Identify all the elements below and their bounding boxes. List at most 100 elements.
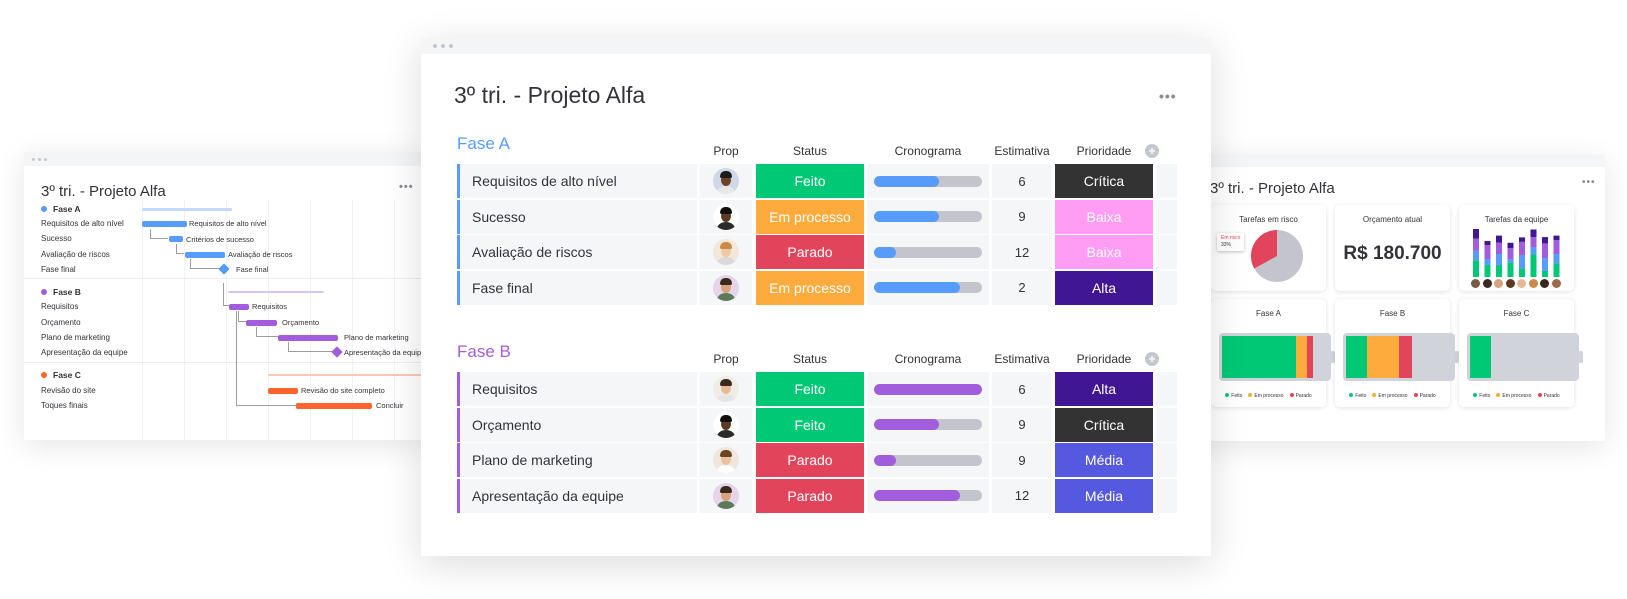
owner-cell[interactable] xyxy=(700,270,752,305)
gantt-bar[interactable] xyxy=(268,388,298,394)
table-row[interactable]: Sucesso Em processo 9 Baixa xyxy=(457,199,1177,234)
priority-cell[interactable]: Média xyxy=(1055,478,1153,513)
avatar[interactable] xyxy=(1540,279,1549,288)
estimate-cell[interactable]: 6 xyxy=(992,372,1052,406)
estimate-cell[interactable]: 9 xyxy=(992,199,1052,234)
board-more-button[interactable]: ••• xyxy=(1159,88,1177,104)
group-name[interactable]: Fase A xyxy=(457,134,510,153)
group-name[interactable]: Fase B xyxy=(457,342,511,361)
timeline-cell[interactable] xyxy=(867,407,989,442)
avatar[interactable] xyxy=(1494,279,1503,288)
avatar[interactable] xyxy=(1551,279,1561,288)
table-row[interactable]: Requisitos de alto nível Feito 6 Crítica xyxy=(457,164,1177,198)
owner-cell[interactable] xyxy=(700,235,752,269)
avatar[interactable] xyxy=(713,203,739,230)
timeline-cell[interactable] xyxy=(867,164,989,198)
add-column-button[interactable]: + xyxy=(1145,352,1159,366)
column-header[interactable]: Cronograma xyxy=(894,144,962,158)
risk-widget[interactable]: Tarefas em risco Em risco 33% xyxy=(1211,205,1326,291)
gantt-bar[interactable] xyxy=(185,252,225,258)
column-header[interactable]: Prioridade xyxy=(1076,144,1132,158)
owner-cell[interactable] xyxy=(700,199,752,234)
gantt-group-fase-c[interactable]: Fase C xyxy=(41,370,81,380)
budget-widget[interactable]: Orçamento atual R$ 180.700 xyxy=(1335,205,1450,291)
priority-cell[interactable]: Alta xyxy=(1055,270,1153,305)
priority-cell[interactable]: Baixa xyxy=(1055,199,1153,234)
phase-widget-2[interactable]: Fase C Feito Em processo Parado xyxy=(1459,299,1583,407)
gantt-item[interactable]: Revisão do site xyxy=(41,386,96,395)
avatar[interactable] xyxy=(713,239,739,265)
timeline-cell[interactable] xyxy=(867,478,989,513)
owner-cell[interactable] xyxy=(700,372,752,406)
avatar[interactable] xyxy=(1517,279,1526,288)
timeline-cell[interactable] xyxy=(867,372,989,406)
status-cell[interactable]: Em processo xyxy=(756,270,864,305)
status-cell[interactable]: Feito xyxy=(756,407,864,442)
gantt-milestone[interactable] xyxy=(218,263,230,275)
team-widget[interactable]: Tarefas da equipe xyxy=(1459,205,1574,291)
status-cell[interactable]: Parado xyxy=(756,443,864,477)
status-cell[interactable]: Em processo xyxy=(756,199,864,234)
table-row[interactable]: Orçamento Feito 9 Crítica xyxy=(457,407,1177,442)
avatar[interactable] xyxy=(713,274,739,301)
owner-cell[interactable] xyxy=(700,478,752,513)
avatar[interactable] xyxy=(713,482,739,509)
gantt-item[interactable]: Plano de marketing xyxy=(41,333,110,342)
avatar[interactable] xyxy=(1471,279,1480,288)
item-name-cell[interactable]: Requisitos de alto nível xyxy=(457,164,697,198)
gantt-item[interactable]: Orçamento xyxy=(41,318,81,327)
table-row[interactable]: Requisitos Feito 6 Alta xyxy=(457,372,1177,406)
priority-cell[interactable]: Baixa xyxy=(1055,235,1153,269)
gantt-item[interactable]: Requisitos xyxy=(41,302,79,311)
gantt-milestone[interactable] xyxy=(331,346,343,358)
estimate-cell[interactable]: 2 xyxy=(992,270,1052,305)
gantt-more-button[interactable]: ••• xyxy=(399,181,414,193)
owner-cell[interactable] xyxy=(700,443,752,477)
phase-widget-1[interactable]: Fase B Feito Em processo Parado xyxy=(1335,299,1459,407)
estimate-cell[interactable]: 12 xyxy=(992,478,1052,513)
avatar[interactable] xyxy=(1505,279,1515,288)
item-name-cell[interactable]: Apresentação da equipe xyxy=(457,478,697,513)
priority-cell[interactable]: Crítica xyxy=(1055,164,1153,198)
gantt-group-fase-a[interactable]: Fase A xyxy=(41,204,81,214)
owner-cell[interactable] xyxy=(700,164,752,198)
add-column-button[interactable]: + xyxy=(1145,144,1159,158)
avatar[interactable] xyxy=(713,411,739,438)
column-header[interactable]: Prop xyxy=(713,352,739,366)
gantt-item[interactable]: Avaliação de riscos xyxy=(41,250,110,259)
gantt-bar[interactable] xyxy=(229,304,249,310)
avatar[interactable] xyxy=(1528,279,1538,288)
column-header[interactable]: Prop xyxy=(713,144,739,158)
gantt-item[interactable]: Requisitos de alto nível xyxy=(41,219,124,228)
estimate-cell[interactable]: 12 xyxy=(992,235,1052,269)
table-row[interactable]: Fase final Em processo 2 Alta xyxy=(457,270,1177,305)
avatar[interactable] xyxy=(713,447,739,473)
priority-cell[interactable]: Média xyxy=(1055,443,1153,477)
gantt-item[interactable]: Sucesso xyxy=(41,234,72,243)
item-name-cell[interactable]: Plano de marketing xyxy=(457,443,697,477)
dashboard-more-button[interactable]: ••• xyxy=(1582,177,1596,188)
column-header[interactable]: Status xyxy=(792,352,828,366)
gantt-bar[interactable] xyxy=(142,221,187,227)
priority-cell[interactable]: Alta xyxy=(1055,372,1153,406)
table-row[interactable]: Avaliação de riscos Parado 12 Baixa xyxy=(457,235,1177,269)
timeline-cell[interactable] xyxy=(867,199,989,234)
column-header[interactable]: Estimativa xyxy=(994,352,1050,366)
phase-widget-0[interactable]: Fase A Feito Em processo Parado xyxy=(1211,299,1335,407)
gantt-bar[interactable] xyxy=(169,236,183,242)
estimate-cell[interactable]: 6 xyxy=(992,164,1052,198)
estimate-cell[interactable]: 9 xyxy=(992,443,1052,477)
column-header[interactable]: Prioridade xyxy=(1076,352,1132,366)
status-cell[interactable]: Parado xyxy=(756,235,864,269)
gantt-item[interactable]: Apresentação da equipe xyxy=(41,348,128,357)
gantt-bar[interactable] xyxy=(246,320,277,326)
table-row[interactable]: Apresentação da equipe Parado 12 Média xyxy=(457,478,1177,513)
gantt-bar[interactable] xyxy=(278,335,338,341)
avatar[interactable] xyxy=(1482,279,1492,288)
timeline-cell[interactable] xyxy=(867,235,989,269)
column-header[interactable]: Status xyxy=(792,144,828,158)
item-name-cell[interactable]: Sucesso xyxy=(457,199,697,234)
status-cell[interactable]: Parado xyxy=(756,478,864,513)
avatar[interactable] xyxy=(713,376,739,402)
priority-cell[interactable]: Crítica xyxy=(1055,407,1153,442)
